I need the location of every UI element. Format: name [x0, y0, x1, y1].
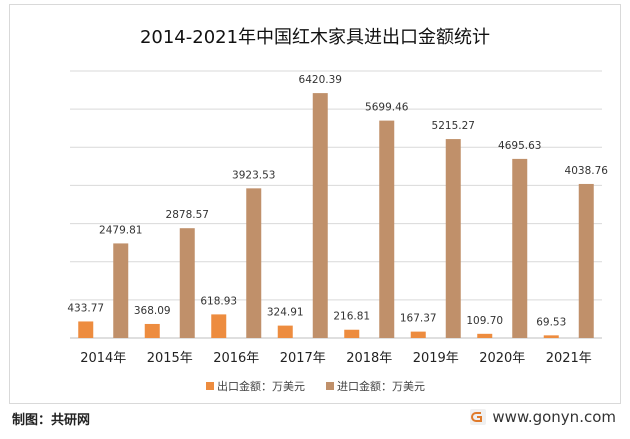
gridlines: [70, 70, 602, 339]
x-tick-label: 2021年: [546, 351, 592, 366]
bar-export: [144, 323, 160, 338]
data-label-export: 167.37: [400, 313, 437, 325]
chart-frame: 2014-2021年中国红木家具进出口金额统计 433.77 2479.81 368…: [9, 4, 621, 404]
bar-export: [277, 325, 293, 338]
bar-export: [543, 335, 559, 338]
x-tick-label: 2016年: [213, 351, 259, 366]
legend-label: 进口金额：万美元: [337, 379, 425, 393]
x-tick-label: 2018年: [346, 351, 392, 366]
data-labels: 433.77 2479.81 368.09 2878.57 618.93 3923.53 3…: [67, 74, 608, 328]
bar-import: [512, 158, 528, 338]
data-label-import: 5215.27: [432, 120, 475, 132]
data-label-export: 618.93: [200, 295, 237, 307]
legend-label: 出口金额：万美元: [217, 379, 305, 393]
bar-export: [78, 321, 94, 338]
data-label-export: 69.53: [536, 316, 566, 328]
x-tick-label: 2019年: [413, 351, 459, 366]
source-label: 制图：共研网: [12, 413, 91, 428]
bar-import: [445, 139, 461, 338]
data-label-import: 3923.53: [232, 169, 275, 181]
x-tick-label: 2020年: [479, 351, 525, 366]
bar-import: [312, 93, 328, 339]
chart-title: 2014-2021年中国红木家具进出口金额统计: [140, 27, 490, 48]
bar-import: [246, 188, 262, 338]
x-tick-label: 2014年: [80, 351, 126, 366]
bar-import: [113, 243, 129, 338]
x-tick-labels: 2014年 2015年 2016年 2017年 2018年 2019年 2020年 2021年: [80, 351, 592, 366]
data-label-import: 4038.76: [565, 165, 609, 177]
bar-import: [379, 120, 395, 338]
bar-import: [179, 228, 195, 338]
data-label-import: 4695.63: [498, 140, 541, 152]
data-label-import: 6420.39: [299, 74, 342, 86]
bar-export: [344, 329, 360, 338]
bar-export: [211, 314, 227, 338]
data-label-export: 433.77: [67, 302, 104, 314]
data-label-import: 2479.81: [99, 224, 142, 236]
site-url: www.gonyn.com: [492, 408, 616, 426]
gonyn-logo-icon: [470, 409, 487, 425]
data-label-import: 5699.46: [365, 102, 409, 114]
x-tick-label: 2015年: [147, 351, 193, 366]
bar-chart: 2014-2021年中国红木家具进出口金额统计 433.77 2479.81 368…: [67, 27, 608, 393]
data-label-export: 368.09: [134, 305, 171, 317]
data-label-import: 2878.57: [166, 209, 209, 221]
data-label-export: 324.91: [267, 307, 304, 319]
x-tick-label: 2017年: [280, 351, 326, 366]
legend: 出口金额：万美元 进口金额：万美元: [206, 379, 425, 393]
legend-swatch: [206, 382, 214, 390]
legend-swatch: [326, 382, 334, 390]
bar-export: [477, 333, 493, 338]
data-label-export: 109.70: [466, 315, 503, 327]
bar-export: [410, 331, 426, 338]
site-brand: www.gonyn.com: [470, 406, 616, 428]
bar-import: [578, 183, 594, 338]
bars: [78, 93, 594, 339]
data-label-export: 216.81: [333, 311, 370, 323]
